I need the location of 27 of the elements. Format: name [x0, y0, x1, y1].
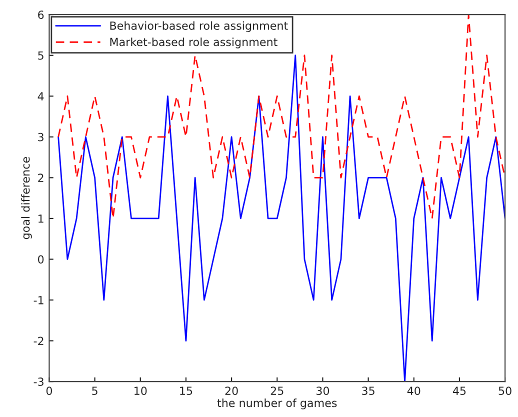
line-series	[58, 14, 506, 220]
x-tick-label: 45	[452, 386, 466, 396]
x-tick-label: 15	[180, 386, 192, 396]
y-tick-label: 6	[38, 10, 44, 19]
x-tick-label: 30	[316, 386, 330, 396]
y-tick-label: -2	[34, 336, 44, 346]
y-tick-label: 2	[38, 174, 44, 182]
legend-label: Market-based role assignment	[110, 38, 278, 48]
y-tick-label: -3	[34, 378, 44, 386]
y-tick-label: 5	[38, 51, 44, 60]
x-tick-label: 20	[225, 386, 238, 396]
x-axis-title: the number of games	[217, 398, 337, 410]
y-tick-label: 0	[38, 255, 44, 264]
x-tick-label: 25	[270, 386, 284, 396]
x-tick-label: 50	[498, 386, 512, 396]
y-tick-label: 1	[38, 214, 44, 223]
x-tick-label: 5	[92, 386, 98, 396]
x-tick-label: 10	[134, 386, 147, 396]
x-tick-label: 40	[407, 386, 420, 396]
y-tick-label: 3	[38, 132, 44, 142]
x-tick-label: 35	[362, 386, 374, 396]
y-axis-title: goal difference	[21, 157, 32, 240]
line-series	[58, 54, 506, 382]
y-tick-label: 4	[38, 92, 44, 100]
x-tick-label: 0	[46, 386, 52, 396]
y-tick-label: -1	[34, 296, 44, 304]
legend-label: Behavior-based role assignment	[110, 21, 288, 32]
